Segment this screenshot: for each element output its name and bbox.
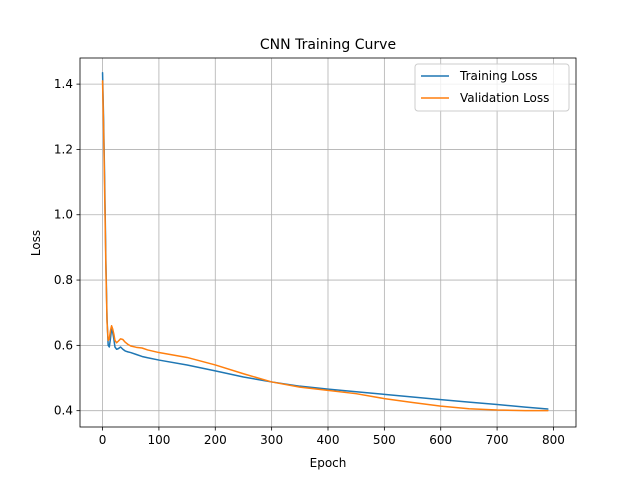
- series-line-validation-loss: [101, 80, 549, 412]
- series-lines: [101, 71, 549, 412]
- chart-title: CNN Training Curve: [260, 37, 396, 53]
- x-tick-label: 500: [373, 433, 396, 447]
- legend-label-validation-loss: Validation Loss: [460, 91, 549, 105]
- x-tick-label: 800: [542, 433, 565, 447]
- grid: [80, 58, 576, 427]
- x-tick-label: 0: [99, 433, 107, 447]
- x-tick-label: 400: [317, 433, 340, 447]
- y-axis-label: Loss: [29, 230, 43, 256]
- y-tick-label: 1.0: [54, 208, 73, 222]
- legend: Training Loss Validation Loss: [414, 63, 570, 112]
- y-tick-label: 0.4: [54, 404, 73, 418]
- x-tick-label: 600: [429, 433, 452, 447]
- legend-label-training-loss: Training Loss: [459, 69, 537, 83]
- legend-box: [414, 63, 570, 112]
- x-tick-label: 700: [486, 433, 509, 447]
- series-line-training-loss: [101, 71, 549, 410]
- x-tick-label: 200: [204, 433, 227, 447]
- y-tick-label: 1.2: [54, 142, 73, 156]
- x-tick-label: 100: [147, 433, 170, 447]
- y-tick-label: 1.4: [54, 77, 73, 91]
- axis-ticks: 0 100 200 300 400 500 600 700 800 0.4 0.6 0.8 1.0 1.2…: [54, 77, 565, 447]
- x-axis-label: Epoch: [310, 456, 347, 470]
- y-tick-label: 0.6: [54, 338, 73, 352]
- y-tick-label: 0.8: [54, 273, 73, 287]
- x-tick-label: 300: [260, 433, 283, 447]
